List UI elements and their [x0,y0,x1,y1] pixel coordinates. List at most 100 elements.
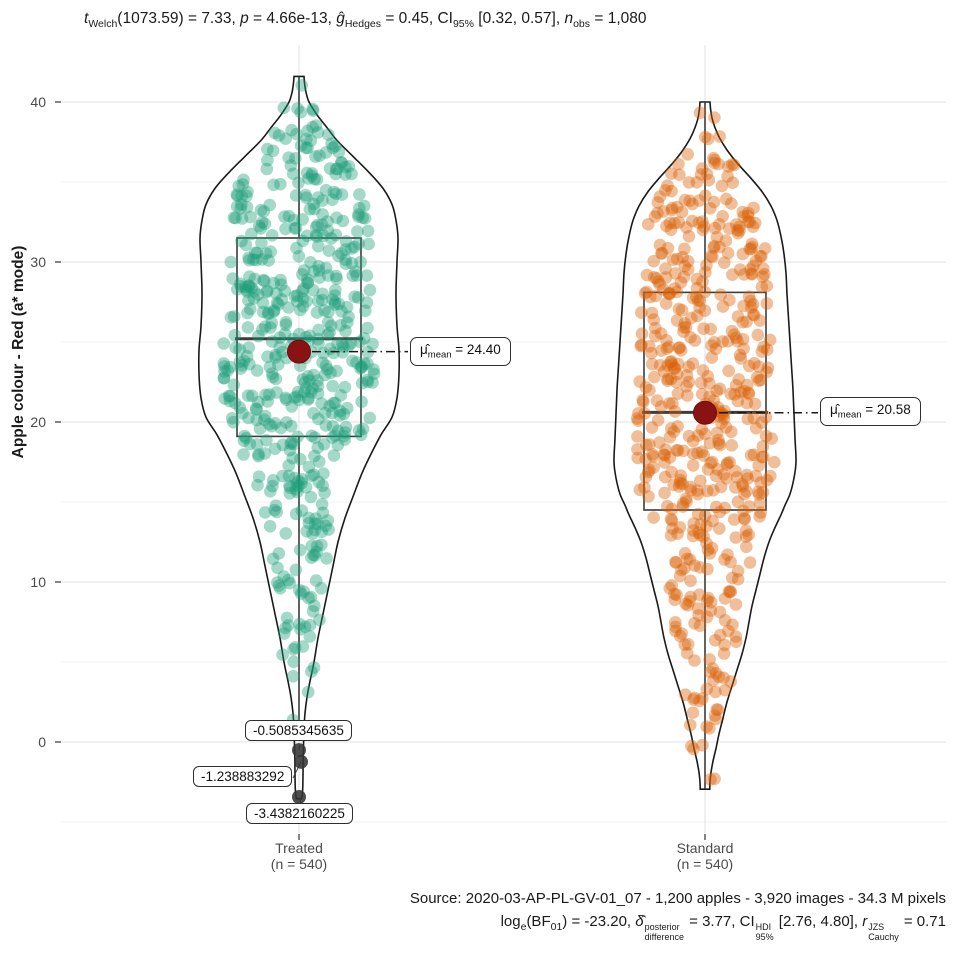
data-point [749,422,763,435]
data-point [252,219,266,233]
data-point [706,674,720,687]
data-point [357,199,371,213]
data-point [756,262,770,275]
data-point [340,300,354,314]
data-point [306,104,320,117]
data-point [736,205,750,219]
data-point [745,237,759,251]
data-point [697,220,711,233]
data-point [668,361,681,375]
data-point [734,352,748,365]
data-point [648,210,662,223]
data-point [243,437,257,451]
data-point [670,443,684,457]
data-point [712,670,726,684]
data-point [723,584,737,598]
data-point [724,585,738,599]
data-point [308,431,322,444]
data-point [297,264,311,277]
data-point [663,287,676,300]
data-point [321,328,335,342]
data-point [713,505,727,519]
data-point [339,168,352,181]
data-point [641,218,655,231]
data-point [319,183,333,197]
data-point [744,242,758,256]
data-point [748,216,762,230]
y-tick-20: 20 [30,414,46,430]
data-point [694,518,707,531]
data-point [667,425,681,438]
data-point [296,284,309,298]
data-point [242,253,256,267]
caption-bayes: loge(BF01) = -23.20, δ̂ posterior differen… [500,913,946,942]
data-point [326,431,339,444]
data-point [745,267,758,281]
data-point [756,440,770,453]
data-point [282,301,295,314]
data-point [308,172,321,186]
data-point [354,428,368,442]
data-point [652,275,665,288]
data-point [358,357,371,370]
data-point [725,324,739,338]
data-point [237,173,250,187]
data-point [300,295,313,308]
data-point [306,283,320,297]
data-point [635,327,649,341]
data-point [280,393,293,407]
data-point [725,158,739,171]
data-point [310,173,324,186]
p-symbol: p [240,10,249,27]
data-point [224,311,238,324]
data-point [316,194,329,207]
data-point [713,628,727,642]
data-point [328,296,342,309]
data-point [235,212,249,225]
data-point [639,453,652,466]
data-point [331,337,344,350]
data-point [305,539,319,553]
data-point [749,469,763,483]
data-point [301,370,315,383]
data-point [258,447,272,460]
data-point [673,476,687,490]
data-point [684,480,697,494]
data-point [352,291,365,304]
data-point [321,363,334,376]
data-point [236,178,250,191]
data-point [674,473,687,487]
data-point [242,411,255,425]
data-point [693,588,706,601]
data-point [250,403,263,416]
data-point [241,306,254,320]
data-point [326,293,339,307]
data-point [706,455,719,469]
data-point [263,198,277,212]
data-point [261,142,274,156]
data-point [673,341,686,354]
data-point [352,424,366,437]
data-point [733,263,747,276]
data-point [660,334,673,347]
data-point [752,485,765,499]
data-point [664,355,678,368]
data-point [240,189,253,203]
data-point [294,623,307,636]
data-point [294,105,308,119]
g-hedges-symbol: ĝ [336,10,345,27]
data-point [640,268,654,282]
data-point [636,394,649,407]
data-point [318,304,331,317]
data-point [737,384,751,398]
data-point [738,487,751,501]
data-point [678,562,691,575]
data-point [311,332,325,346]
data-point [258,409,272,423]
data-point [327,346,340,360]
data-point [688,617,701,630]
data-point [760,279,774,293]
data-point [353,201,366,215]
data-point [332,297,346,311]
data-point [729,464,742,478]
